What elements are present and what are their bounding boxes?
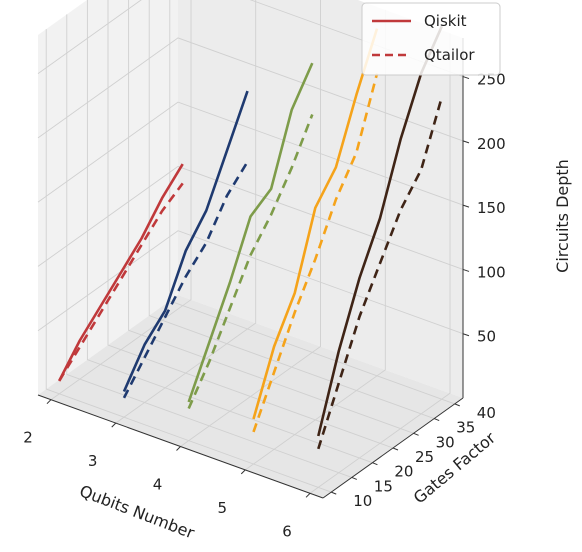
y-tick-label: 10 (353, 492, 372, 510)
x-tick-mark (111, 422, 117, 428)
y-tick-mark (433, 418, 440, 422)
z-grid-line (37, 101, 464, 206)
z-tick-label: 100 (477, 263, 506, 281)
x-tick-label: 2 (23, 429, 33, 447)
z-tick-mark (462, 204, 470, 208)
series-lines (58, 25, 444, 450)
x-tick-label: 3 (88, 452, 98, 470)
y-tick-label: 35 (456, 419, 475, 437)
x-tick-mark (46, 399, 52, 405)
x-tick-mark (240, 469, 246, 475)
y-grid-line (45, 29, 332, 493)
y-tick-mark (331, 491, 337, 495)
qiskit-line-q3 (122, 90, 249, 393)
y-tick-mark (372, 462, 378, 466)
grid-lines (37, 0, 464, 494)
x-tick-mark (176, 446, 181, 451)
z-axis-label: Circuits Depth (553, 159, 572, 273)
y-grid-line (128, 0, 414, 434)
qiskit-line-q2 (58, 163, 184, 382)
y-tick-mark (413, 432, 419, 436)
x-tick-label: 6 (282, 522, 292, 540)
x-axis-label: Qubits Number (77, 481, 197, 542)
y-grid-line (66, 14, 352, 478)
x-tick-label: 4 (153, 476, 163, 494)
y-tick-label: 30 (436, 433, 455, 451)
x-grid-line (180, 0, 321, 447)
qtailor-line-q5 (252, 73, 379, 433)
y-grid-line (86, 0, 373, 464)
x-grid-line (115, 0, 257, 424)
legend-qtailor-label: Qtailor (424, 46, 475, 64)
qtailor-line-q2 (58, 182, 184, 382)
z-tick-mark (462, 140, 470, 144)
x-grid-line (50, 0, 192, 401)
qtailor-line-q6 (317, 96, 444, 450)
y-tick-mark (351, 476, 358, 480)
x-tick-label: 5 (218, 499, 228, 517)
y-tick-label: 40 (477, 404, 496, 422)
z-tick-label: 150 (477, 199, 506, 217)
x-tick-mark (305, 492, 311, 498)
z-tick-mark (462, 333, 470, 337)
z-tick-label: 200 (477, 135, 506, 153)
y-tick-label: 15 (374, 477, 393, 495)
z-tick-mark (462, 268, 470, 272)
legend: Qiskit Qtailor (361, 2, 501, 76)
x-grid-line (309, 33, 451, 494)
qiskit-line-q5 (252, 28, 379, 420)
z-tick-label: 50 (477, 328, 496, 346)
z-grid-line (37, 230, 464, 335)
legend-qiskit-label: Qiskit (424, 12, 467, 30)
y-grid-line (107, 0, 394, 449)
y-tick-label: 25 (415, 448, 434, 466)
qtailor-line-q4 (187, 114, 314, 410)
y-tick-mark (454, 403, 460, 407)
qiskit-line-q4 (187, 62, 314, 403)
y-tick-label: 20 (394, 463, 413, 481)
y-tick-mark (392, 447, 399, 451)
qtailor-line-q3 (122, 161, 249, 399)
z-grid-line (37, 165, 464, 270)
z-tick-mark (462, 76, 470, 80)
x-grid-line (245, 9, 386, 471)
